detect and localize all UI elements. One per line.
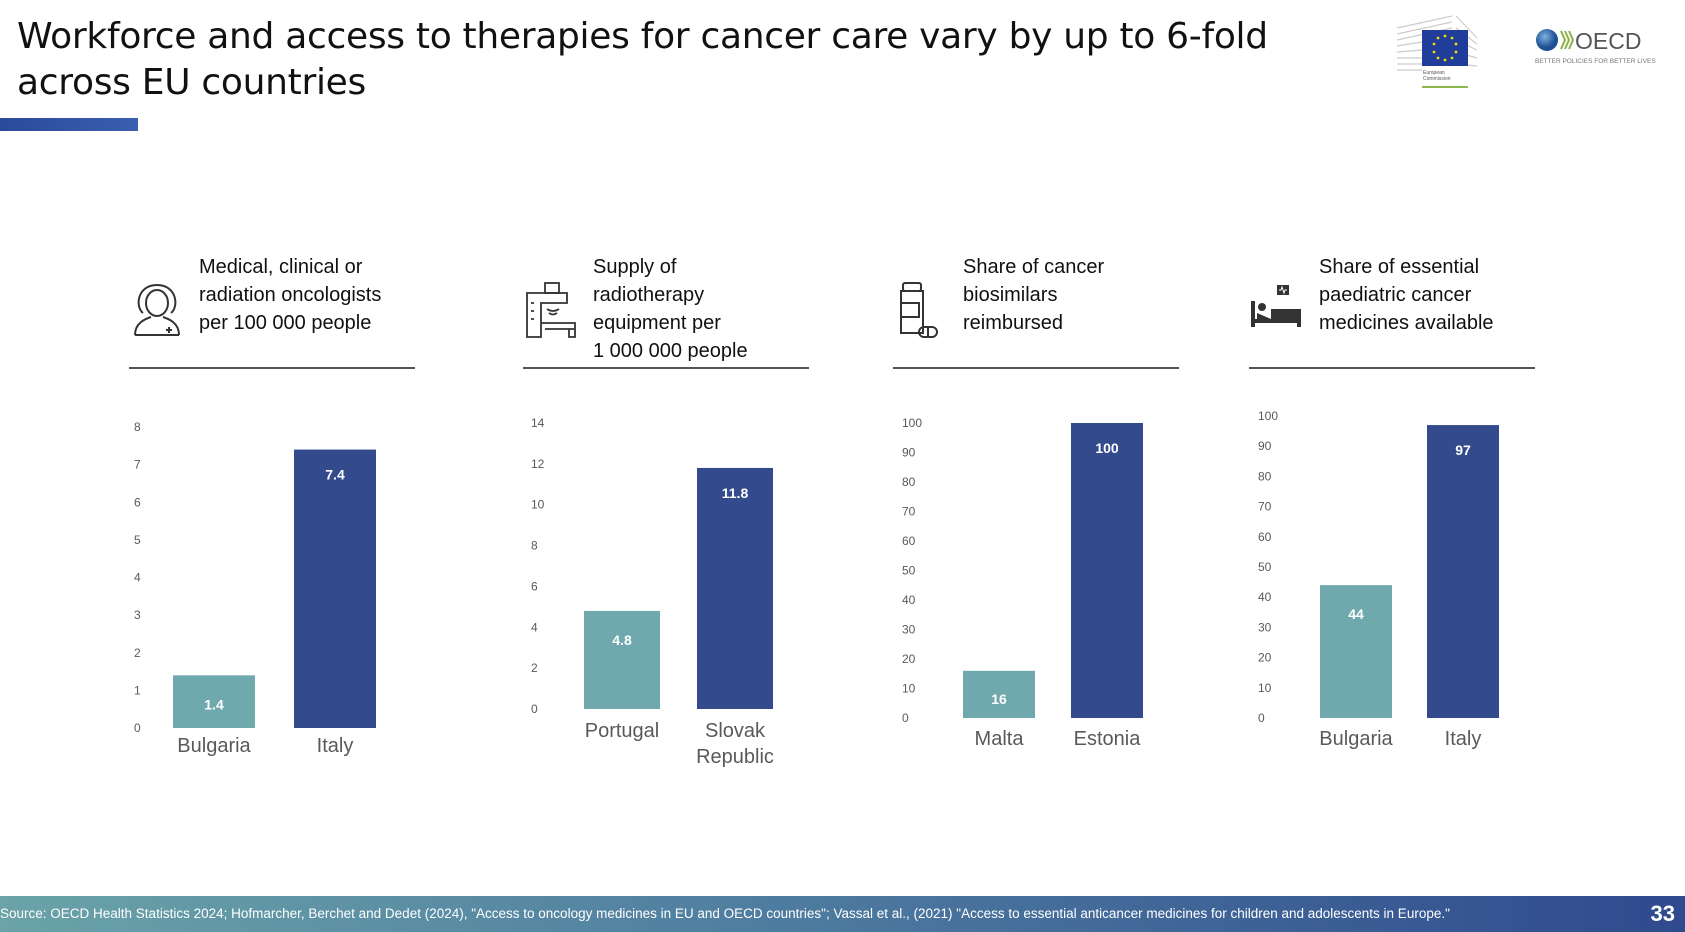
bar-bulgaria: [1320, 585, 1392, 718]
y-tick-label: 6: [531, 579, 538, 593]
y-tick-label: 60: [1258, 530, 1272, 544]
y-tick-label: 90: [902, 446, 916, 460]
y-tick-label: 5: [134, 533, 141, 547]
y-tick-label: 70: [902, 505, 916, 519]
y-tick-label: 7: [134, 458, 141, 472]
y-tick-label: 20: [902, 652, 916, 666]
bar-slovak-republic: [697, 467, 773, 709]
european-commission-logo: European Commission: [1392, 8, 1482, 90]
y-tick-label: 60: [902, 534, 916, 548]
y-tick-label: 12: [531, 457, 545, 471]
y-tick-label: 20: [1258, 651, 1272, 665]
category-label: Italy: [1445, 728, 1482, 750]
medicine-bottle-icon: [893, 279, 949, 339]
hospital-bed-icon: [1249, 279, 1305, 339]
y-tick-label: 30: [1258, 620, 1272, 634]
category-label: Bulgaria: [1319, 728, 1393, 750]
data-label: 1.4: [204, 696, 224, 712]
svg-text:European: European: [1423, 70, 1445, 76]
page-number: 33: [1650, 901, 1675, 926]
data-label: 4.8: [612, 632, 632, 648]
y-tick-label: 0: [134, 721, 141, 735]
y-tick-label: 30: [902, 623, 916, 637]
data-label: 97: [1455, 442, 1471, 458]
y-tick-label: 6: [134, 495, 141, 509]
y-tick-label: 8: [134, 420, 141, 434]
category-label: Malta: [975, 728, 1025, 750]
y-tick-label: 0: [1258, 711, 1265, 725]
data-label: 44: [1348, 606, 1364, 622]
y-tick-label: 8: [531, 539, 538, 553]
y-tick-label: 40: [902, 593, 916, 607]
y-tick-label: 80: [902, 475, 916, 489]
y-tick-label: 0: [902, 711, 909, 725]
category-label: Italy: [317, 735, 354, 757]
svg-text:Commission: Commission: [1423, 76, 1451, 82]
y-tick-label: 50: [1258, 560, 1272, 574]
svg-text:OECD: OECD: [1575, 28, 1641, 54]
panel-header: Share of essential paediatric cancer med…: [1249, 253, 1539, 373]
y-tick-label: 2: [134, 646, 141, 660]
y-tick-label: 10: [902, 682, 916, 696]
data-label: 11.8: [722, 485, 749, 501]
y-tick-label: 2: [531, 661, 538, 675]
category-label: Bulgaria: [177, 735, 251, 757]
panel-header: Share of cancer biosimilars reimbursed: [893, 253, 1183, 373]
panel-title: Medical, clinical or radiation oncologis…: [199, 256, 382, 334]
panel-header: Medical, clinical or radiation oncologis…: [129, 253, 419, 373]
y-tick-label: 90: [1258, 439, 1272, 453]
y-tick-label: 80: [1258, 469, 1272, 483]
bar-portugal: [584, 610, 660, 709]
panel-title: Supply of radiotherapy equipment per 1 0…: [593, 256, 748, 362]
panel-title: Share of cancer biosimilars reimbursed: [963, 256, 1105, 334]
panel-divider: [893, 367, 1179, 369]
panel-divider: [523, 367, 809, 369]
y-tick-label: 3: [134, 608, 141, 622]
y-tick-label: 100: [902, 416, 922, 430]
category-label: Portugal: [585, 720, 660, 742]
category-label: Republic: [696, 746, 774, 768]
panel-header: Supply of radiotherapy equipment per 1 0…: [523, 253, 813, 373]
radiotherapy-machine-icon: [523, 279, 579, 339]
slide-title: Workforce and access to therapies for ca…: [17, 16, 1268, 103]
bar-italy: [1427, 425, 1499, 718]
bar-bulgaria: [173, 675, 255, 728]
svg-text:BETTER POLICIES FOR BETTER LIV: BETTER POLICIES FOR BETTER LIVES: [1535, 58, 1656, 65]
source-note: Source: OECD Health Statistics 2024; Hof…: [0, 906, 1450, 921]
category-label: Estonia: [1074, 728, 1142, 750]
y-tick-label: 100: [1258, 409, 1278, 423]
panel-divider: [129, 367, 415, 369]
bar-chart: 0 1 2 3 4 5 6 7 8 1.4 Bulgaria 7.4 Italy: [134, 420, 376, 757]
footer-bar: Source: OECD Health Statistics 2024; Hof…: [0, 896, 1685, 932]
bar-chart: 0 2 4 6 8 10 12 14 4.8 Portugal 11.8 Slovak Republic: [531, 416, 774, 768]
panel-title: Share of essential paediatric cancer med…: [1319, 256, 1494, 334]
y-tick-label: 10: [1258, 681, 1272, 695]
oncologist-icon: [129, 279, 185, 339]
data-label: 7.4: [325, 467, 345, 483]
y-tick-label: 14: [531, 416, 545, 430]
bar-italy: [294, 449, 376, 728]
bar-estonia: [1071, 423, 1143, 718]
y-tick-label: 70: [1258, 500, 1272, 514]
category-label: Slovak: [705, 720, 766, 742]
y-tick-label: 50: [902, 564, 916, 578]
data-label: 16: [991, 691, 1007, 707]
oecd-logo: OECD BETTER POLICIES FOR BETTER LIVES: [1535, 25, 1680, 70]
y-tick-label: 4: [134, 571, 141, 585]
title-accent-bar: [0, 118, 138, 131]
bar-malta: [963, 670, 1035, 718]
y-tick-label: 4: [531, 620, 538, 634]
data-label: 100: [1095, 440, 1119, 456]
bar-chart: 0 10 20 30 40 50 60 70 80 90 100 44 Bulgaria 97 Italy: [1258, 409, 1499, 750]
bar-chart: 0 10 20 30 40 50 60 70 80 90 100 16 Malta 100 Estonia: [902, 416, 1143, 750]
y-tick-label: 1: [134, 683, 141, 697]
panel-divider: [1249, 367, 1535, 369]
y-tick-label: 40: [1258, 590, 1272, 604]
y-tick-label: 10: [531, 498, 545, 512]
y-tick-label: 0: [531, 702, 538, 716]
